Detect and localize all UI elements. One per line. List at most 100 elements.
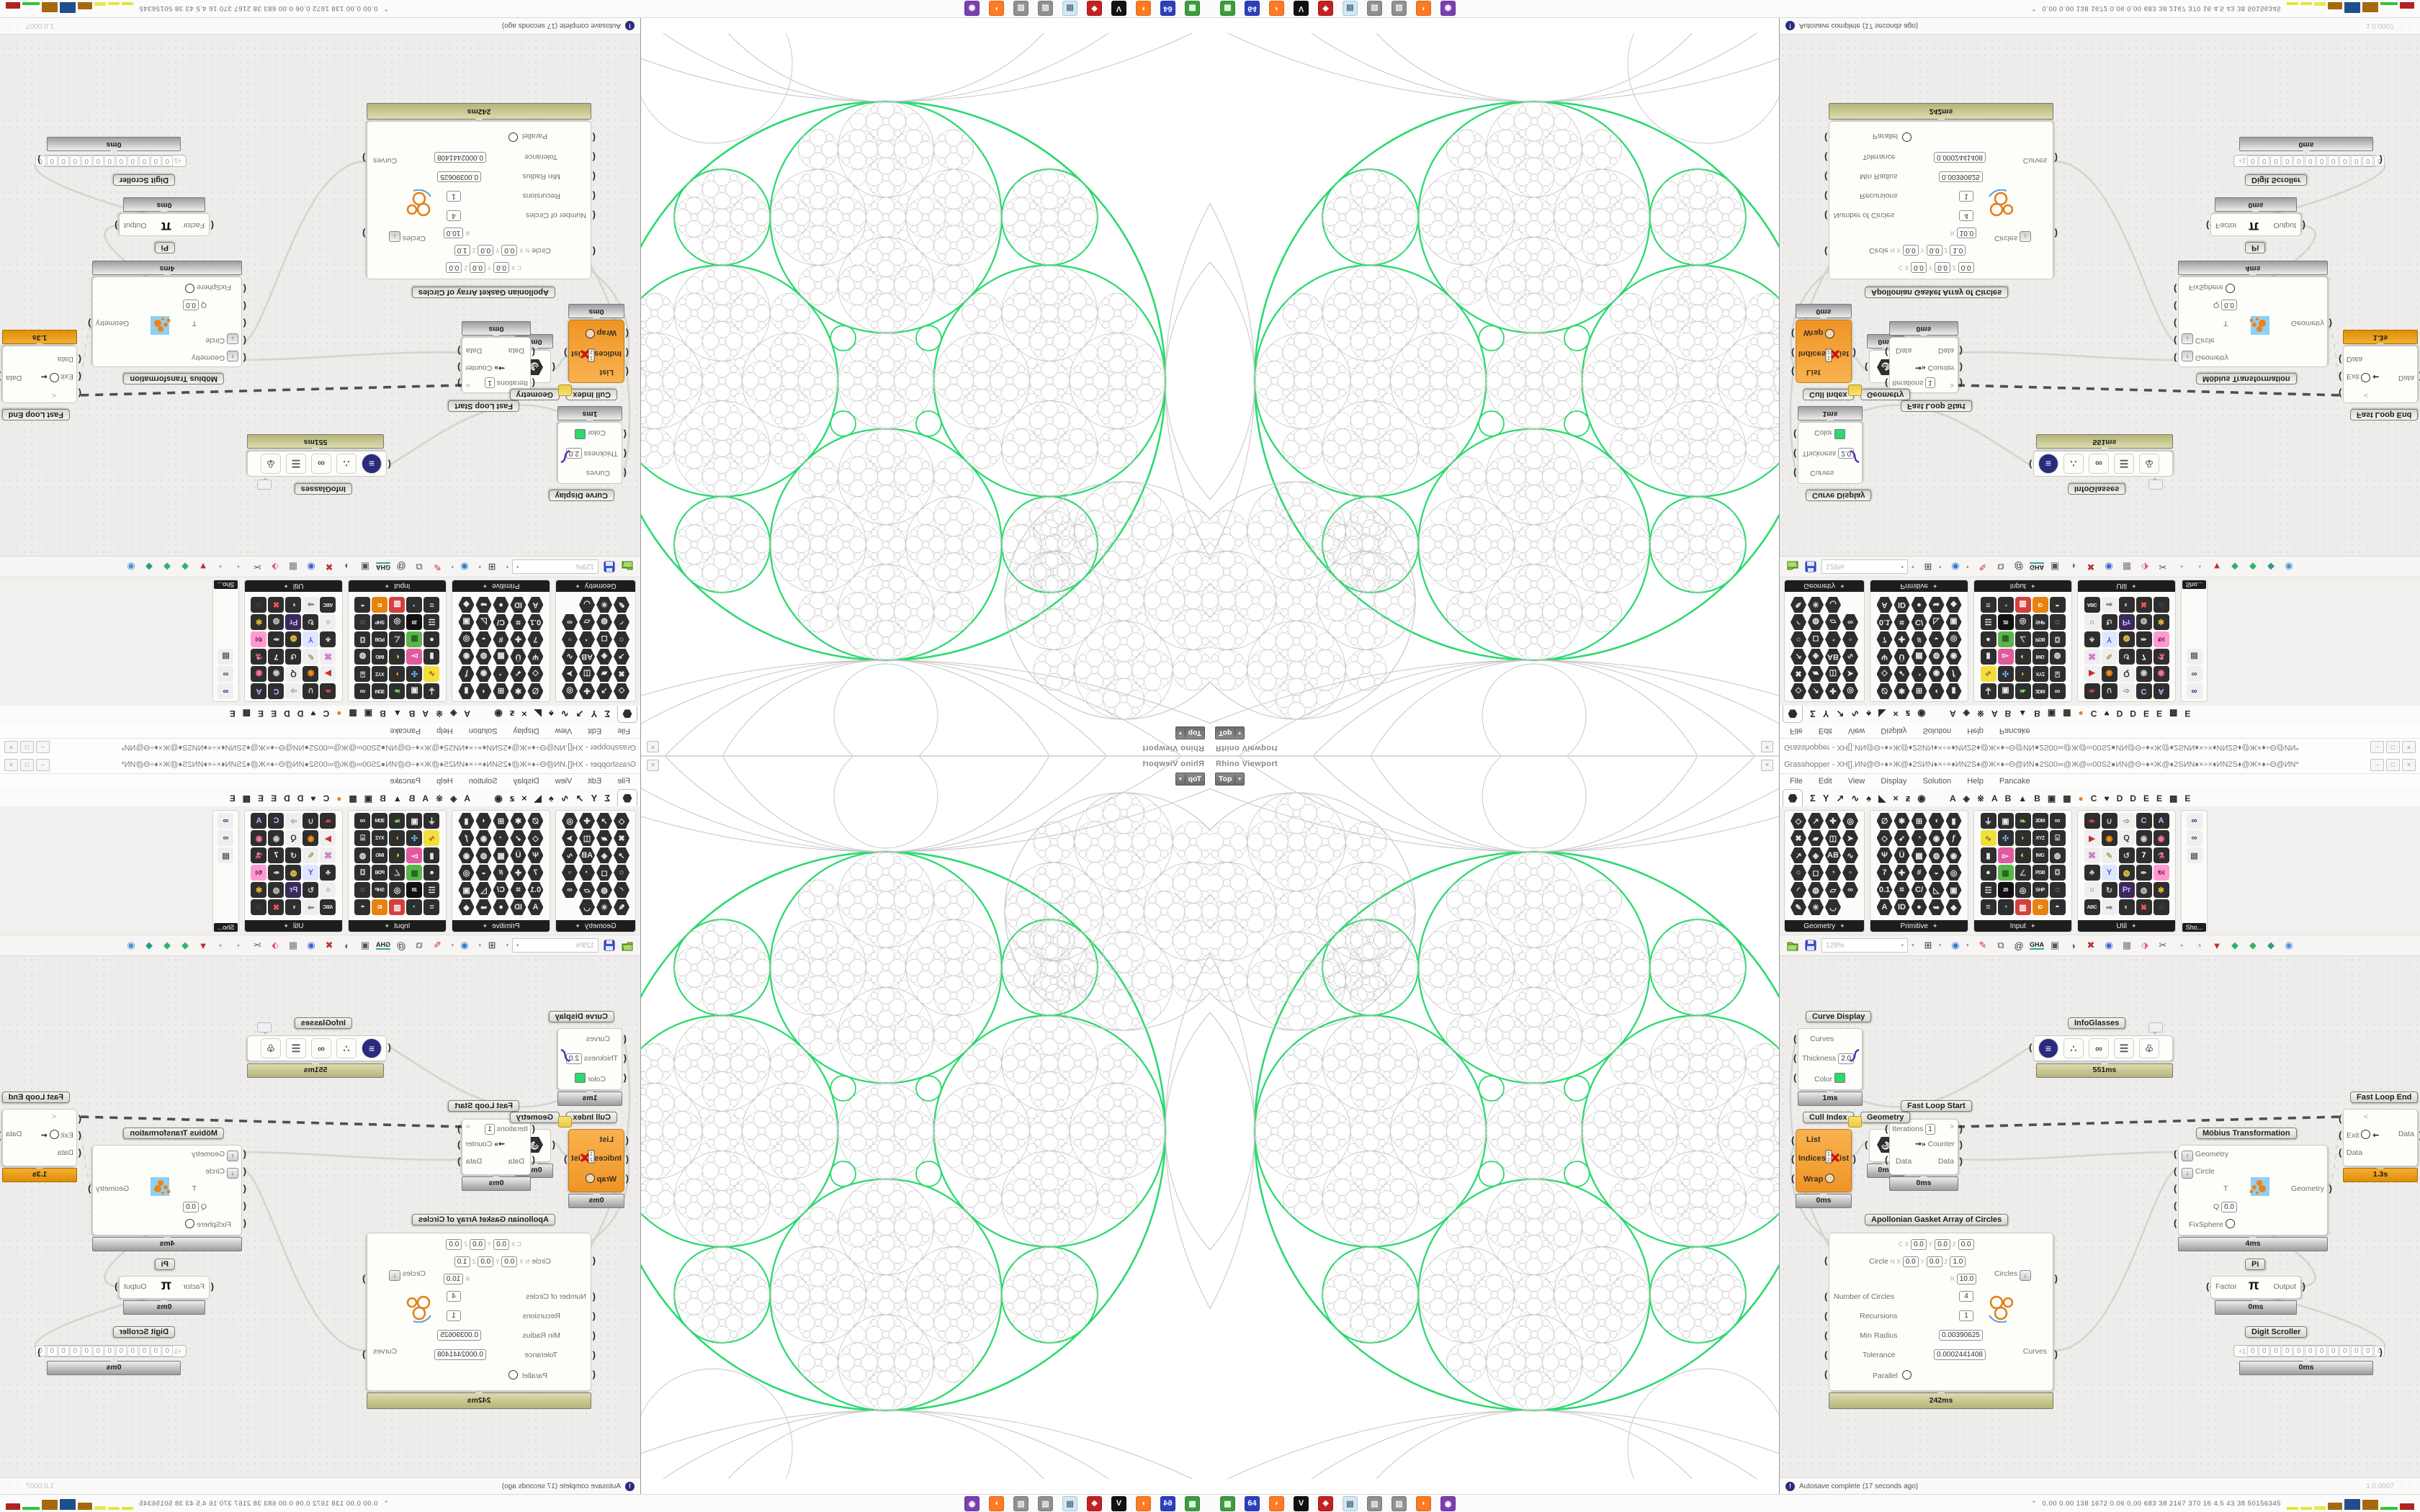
component-icon[interactable]: ✱	[251, 614, 267, 630]
viewport-close-button[interactable]: ×	[647, 760, 659, 771]
component-icon[interactable]: ≡	[1980, 899, 1996, 915]
component-icon[interactable]: 20	[1997, 614, 2014, 630]
component-icon[interactable]: ◇	[614, 683, 629, 699]
ny-value[interactable]: 0.0	[1926, 245, 1942, 256]
toolbar-icon-11[interactable]: ✂	[253, 562, 261, 572]
component-icon[interactable]: ▱	[1825, 882, 1841, 898]
plugin-tab-15[interactable]: E	[2156, 708, 2162, 719]
component-icon[interactable]: AB	[1825, 847, 1841, 863]
component-icon[interactable]: #	[493, 865, 509, 881]
component-icon[interactable]: ⚗	[251, 649, 267, 665]
grasshopper-canvas[interactable]: Curve Display ( ( ( Curves Thickness 2.0	[0, 35, 640, 556]
menu-item-pancake[interactable]: Pancake	[1999, 777, 2030, 786]
taskbar-app-7[interactable]: ▨	[1392, 1, 1407, 17]
plugin-tab-11[interactable]: ♥	[310, 793, 316, 804]
ribbon-panel-label-bar[interactable]: Input ✦	[349, 920, 446, 932]
component-icon[interactable]: ↗	[1791, 649, 1806, 665]
component-icon[interactable]: ↗	[1791, 847, 1806, 863]
plugin-tab-3[interactable]: A	[1991, 793, 1998, 804]
toolbar-icon-10[interactable]: ⬗	[2141, 562, 2148, 572]
node-mobius[interactable]: ( ( ( ( ( ) ↑ Geometry ↓ Circle T	[88, 276, 246, 367]
node-pi[interactable]: ( ) Factor π Output	[115, 1276, 214, 1299]
component-icon[interactable]: ➡	[2101, 597, 2118, 613]
component-icon[interactable]: ⏚	[424, 683, 440, 699]
digit-cell[interactable]: 0	[2259, 1346, 2270, 1356]
component-icon[interactable]: ➶	[511, 666, 526, 682]
plugin-tab-12[interactable]: D	[2116, 708, 2123, 719]
component-icon[interactable]: ●	[493, 597, 509, 613]
plugin-tab-16[interactable]: ▩	[2169, 708, 2178, 719]
fast-loop-start-label[interactable]: Fast Loop Start	[448, 400, 519, 412]
component-icon[interactable]: ✱	[1894, 683, 1910, 699]
component-icon[interactable]: ∞	[2049, 813, 2066, 829]
menu-item-display[interactable]: Display	[1881, 726, 1907, 735]
component-icon[interactable]: #	[1912, 631, 1927, 647]
component-icon[interactable]: ◫	[1825, 830, 1841, 846]
component-icon[interactable]: ✎	[302, 847, 319, 863]
plugin-tab-11[interactable]: ♥	[310, 708, 316, 719]
component-icon[interactable]: ↗	[1808, 683, 1824, 699]
toolbar-icon-4[interactable]: @	[2014, 561, 2024, 572]
geometry-param-label[interactable]: Geometry	[509, 1112, 560, 1123]
component-icon[interactable]: ƒ	[1946, 666, 1962, 682]
node-curve-display[interactable]: ( ( ( Curves Thickness 2.0 Color	[557, 422, 627, 484]
digit-cell[interactable]: 0	[138, 1346, 150, 1356]
plugin-tab-11[interactable]: ♥	[2104, 708, 2110, 719]
component-icon[interactable]: ◉	[2101, 666, 2118, 682]
component-icon[interactable]: 3DM	[2032, 683, 2048, 699]
curve-display-label[interactable]: Curve Display	[1806, 490, 1872, 501]
component-icon[interactable]: ∅	[528, 683, 544, 699]
parallel-toggle[interactable]	[1901, 1370, 1912, 1380]
ribbon-panel-label-bar[interactable]: Primitive ✦	[1870, 580, 1968, 592]
open-file-icon[interactable]	[620, 938, 635, 953]
category-tab-icon-2[interactable]: ↗	[1836, 793, 1845, 804]
component-icon[interactable]: ✚	[1825, 683, 1841, 699]
nz-value[interactable]: 1.0	[454, 245, 470, 256]
toolbar-icon-11[interactable]: ✂	[2159, 562, 2167, 572]
component-icon[interactable]: ◎	[562, 683, 578, 699]
component-icon[interactable]: ❧	[320, 813, 336, 829]
q-value[interactable]: 0.0	[2221, 300, 2237, 310]
node-geometry-param[interactable]: ( )	[1865, 350, 1906, 383]
component-icon[interactable]: ◔	[1912, 666, 1927, 682]
wrap-toggle[interactable]	[585, 329, 595, 338]
component-icon[interactable]: ◻	[1808, 865, 1824, 881]
component-icon[interactable]: ◉	[459, 847, 475, 863]
node-pi[interactable]: ( ) Factor π Output	[2206, 213, 2305, 236]
component-icon[interactable]: ◗	[389, 666, 405, 682]
num-circles-value[interactable]: 4	[1959, 1291, 1973, 1302]
component-icon[interactable]: ○	[2084, 614, 2100, 630]
component-icon[interactable]: ◉	[2153, 830, 2169, 846]
graft-icon[interactable]: ↑	[2182, 351, 2193, 361]
component-icon[interactable]: ⌻	[2049, 830, 2066, 846]
viewport-view-tab[interactable]: Top ▾	[1175, 773, 1205, 786]
component-icon[interactable]: ⌼	[2049, 865, 2066, 881]
plugin-tab-6[interactable]: B	[380, 793, 386, 804]
component-icon[interactable]: Ψ	[1876, 847, 1893, 863]
component-icon[interactable]: ●	[493, 899, 509, 915]
category-tab-icon-1[interactable]: Y	[591, 708, 598, 719]
component-icon[interactable]: ◍	[2049, 847, 2066, 863]
component-icon[interactable]: ✚	[579, 683, 595, 699]
component-icon[interactable]: Q	[2118, 830, 2135, 846]
component-icon[interactable]: ◉	[268, 830, 284, 846]
flatten-icon[interactable]: ↓	[389, 231, 400, 242]
component-icon[interactable]: C	[2136, 813, 2152, 829]
component-icon[interactable]: Ψ	[528, 649, 544, 665]
menu-item-solution[interactable]: Solution	[468, 777, 498, 786]
component-icon[interactable]: ✱	[251, 882, 267, 898]
plugin-tab-6[interactable]: B	[2034, 708, 2040, 719]
component-icon[interactable]: 7	[528, 631, 544, 647]
toolbar-icon-9[interactable]: ▦	[288, 940, 298, 950]
component-icon[interactable]: ◐	[389, 847, 405, 863]
component-icon[interactable]: XYZ	[372, 830, 388, 846]
toolbar-icon-8[interactable]: ◉	[307, 562, 315, 572]
grasshopper-canvas[interactable]: Curve Display ( ( ( Curves Thickness 2.0	[1780, 956, 2420, 1477]
toolbar-icon-6[interactable]: ◑	[344, 561, 350, 572]
component-icon[interactable]: ○	[1791, 631, 1806, 647]
digit-scroller-label[interactable]: Digit Scroller	[112, 174, 175, 186]
plugin-tab-8[interactable]: ▦	[2063, 793, 2071, 804]
component-icon[interactable]: 7	[2136, 649, 2152, 665]
